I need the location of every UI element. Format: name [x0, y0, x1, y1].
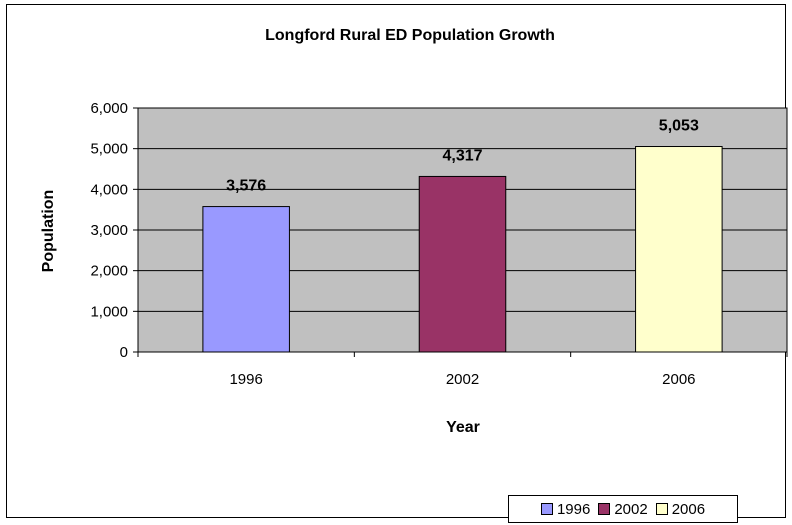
legend-item-2002: 2002	[598, 500, 648, 518]
bars	[202, 146, 723, 353]
legend-label: 1996	[556, 500, 591, 518]
legend-swatch	[598, 503, 611, 515]
legend-swatch	[655, 503, 668, 515]
legend-item-2006: 2006	[655, 500, 706, 518]
bar-2002	[418, 175, 507, 353]
x-axis-title: Year	[446, 419, 480, 436]
data-label: 5,053	[659, 118, 699, 135]
bar-1996	[202, 206, 290, 353]
axes	[133, 107, 788, 357]
x-tick-label: 1996	[229, 371, 262, 388]
legend-item-1996: 1996	[540, 500, 591, 518]
x-tick-label: 2002	[446, 371, 479, 388]
y-tick-label: 4,000	[90, 181, 128, 198]
y-tick-label: 0	[120, 344, 128, 361]
y-tick-label: 3,000	[90, 222, 128, 239]
x-tick-label: 2006	[662, 371, 695, 388]
bar-2006	[635, 146, 723, 353]
y-tick-label: 2,000	[90, 263, 128, 280]
legend: 1996 2002 2006	[508, 495, 738, 523]
legend-swatch	[540, 503, 553, 515]
legend-label: 2002	[614, 500, 648, 518]
y-tick-label: 5,000	[90, 141, 128, 158]
chart-title: Longford Rural ED Population Growth	[265, 27, 555, 44]
legend-label: 2006	[671, 500, 706, 518]
data-label: 3,576	[226, 178, 266, 195]
y-tick-label: 1,000	[90, 303, 128, 320]
y-tick-label: 6,000	[90, 100, 128, 117]
data-labels: 3,576 4,317 5,053	[226, 118, 699, 195]
data-label: 4,317	[442, 147, 482, 164]
y-axis-title: Population	[40, 190, 57, 273]
y-tick-labels: 0 1,000 2,000 3,000 4,000 5,000 6,000	[90, 100, 128, 361]
x-tick-labels: 1996 2002 2006	[229, 371, 695, 388]
